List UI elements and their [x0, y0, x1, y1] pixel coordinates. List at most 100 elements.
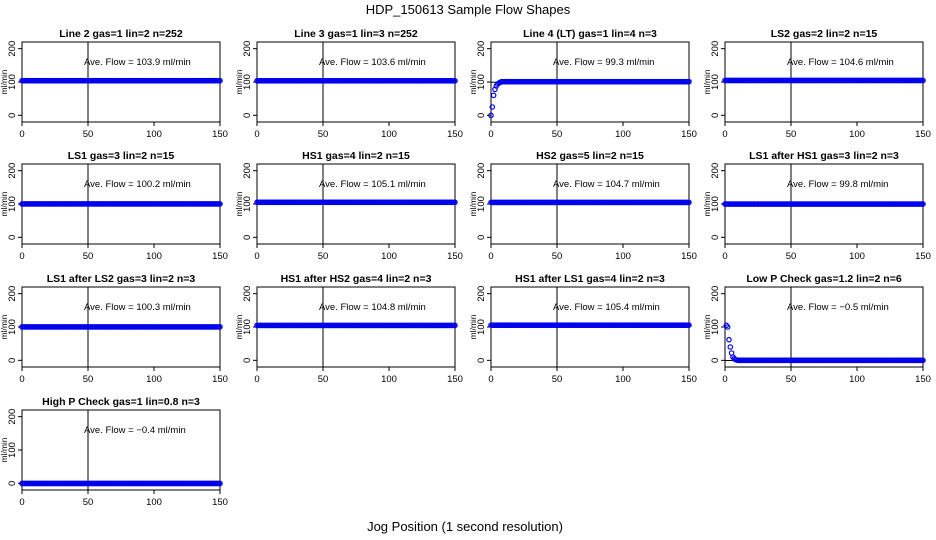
y-tick-label: 200: [7, 409, 18, 425]
average-flow-annotation: Ave. Flow = 105.4 ml/min: [553, 302, 660, 313]
y-axis-label: ml/min: [234, 69, 244, 94]
x-tick-label: 50: [83, 129, 94, 140]
y-tick-label: 100: [242, 196, 253, 212]
y-tick-label: 200: [710, 286, 721, 302]
data-point: [727, 344, 734, 350]
y-tick-label: 0: [242, 358, 253, 363]
y-axis-label: ml/min: [0, 191, 9, 216]
y-axis-label: ml/min: [468, 69, 478, 94]
data-points: [722, 77, 926, 84]
x-tick-label: 150: [681, 129, 697, 140]
average-flow-annotation: Ave. Flow = 99.8 ml/min: [787, 179, 888, 190]
x-tick-label: 100: [146, 129, 162, 140]
y-axis-label: ml/min: [702, 69, 712, 94]
x-tick-label: 50: [318, 129, 329, 140]
subplot: HS1 gas=4 lin=2 n=15 0 50 100 150 0 100 200 ml/m…: [234, 150, 463, 262]
subplot: Line 2 gas=1 lin=2 n=252 0 50 100 150 0 100 200…: [0, 28, 228, 140]
y-tick-label: 100: [7, 74, 18, 90]
x-tick-label: 100: [849, 374, 865, 385]
data-points: [19, 77, 223, 84]
data-point: [217, 324, 223, 330]
average-flow-annotation: Ave. Flow = 103.6 ml/min: [319, 57, 426, 68]
y-tick-label: 200: [710, 41, 721, 57]
y-tick-label: 0: [242, 113, 253, 118]
subplot-title: LS1 gas=3 lin=2 n=15: [68, 150, 175, 162]
subplot: LS1 gas=3 lin=2 n=15 0 50 100 150 0 100 200 ml/m…: [0, 150, 228, 262]
data-point: [686, 78, 692, 85]
y-tick-label: 100: [710, 319, 721, 335]
subplot: LS2 gas=2 lin=2 n=15 0 50 100 150 0 100 200 ml/m…: [702, 28, 931, 140]
data-points: [254, 78, 458, 84]
y-tick-label: 200: [242, 41, 253, 57]
y-tick-label: 200: [476, 163, 487, 179]
data-points: [19, 324, 223, 330]
x-tick-label: 100: [146, 251, 162, 262]
figure-xlabel: Jog Position (1 second resolution): [367, 519, 563, 534]
data-point: [489, 104, 496, 110]
y-tick-label: 0: [710, 113, 721, 118]
subplot: LS1 after HS1 gas=3 lin=2 n=3 0 50 100 150 0 1…: [702, 150, 931, 262]
average-flow-annotation: Ave. Flow = 104.6 ml/min: [787, 57, 894, 68]
x-tick-label: 150: [681, 251, 697, 262]
x-tick-label: 50: [786, 251, 797, 262]
data-points: [723, 322, 926, 364]
y-tick-label: 0: [242, 235, 253, 240]
data-points: [254, 322, 458, 329]
y-tick-label: 100: [7, 196, 18, 212]
subplot-title: Low P Check gas=1.2 lin=2 n=6: [746, 273, 901, 285]
y-tick-label: 200: [710, 163, 721, 179]
x-tick-label: 100: [615, 251, 631, 262]
average-flow-annotation: Ave. Flow = 100.2 ml/min: [84, 179, 191, 190]
x-tick-label: 100: [849, 251, 865, 262]
y-axis-label: ml/min: [468, 314, 478, 339]
panels: Line 2 gas=1 lin=2 n=252 0 50 100 150 0 100 200…: [0, 28, 931, 508]
y-axis-label: ml/min: [702, 314, 712, 339]
subplot-title: LS1 after LS2 gas=3 lin=2 n=3: [47, 273, 196, 285]
x-tick-label: 100: [381, 129, 397, 140]
y-tick-label: 100: [710, 196, 721, 212]
data-points: [254, 199, 458, 206]
average-flow-annotation: Ave. Flow = −0.4 ml/min: [84, 425, 186, 436]
y-axis-label: ml/min: [0, 314, 9, 339]
x-tick-label: 0: [19, 129, 24, 140]
y-tick-label: 0: [7, 481, 18, 486]
subplot-title: High P Check gas=1 lin=0.8 n=3: [42, 396, 200, 408]
subplot: HS1 after LS1 gas=4 lin=2 n=3 0 50 100 150 0 1…: [468, 273, 697, 385]
y-tick-label: 100: [7, 319, 18, 335]
x-tick-label: 100: [615, 129, 631, 140]
x-tick-label: 150: [447, 374, 463, 385]
x-tick-label: 150: [212, 129, 228, 140]
data-point: [217, 77, 223, 84]
subplot-title: HS2 gas=5 lin=2 n=15: [536, 150, 644, 162]
data-point: [686, 199, 692, 206]
x-tick-label: 0: [254, 129, 259, 140]
x-tick-label: 50: [83, 497, 94, 508]
data-point: [920, 201, 926, 207]
y-tick-label: 0: [476, 358, 487, 363]
subplot: Low P Check gas=1.2 lin=2 n=6 0 50 100 150 0 1…: [702, 273, 931, 385]
subplot-title: LS2 gas=2 lin=2 n=15: [771, 28, 878, 40]
y-tick-label: 100: [7, 442, 18, 458]
subplot: HS2 gas=5 lin=2 n=15 0 50 100 150 0 100 200 ml/m…: [468, 150, 697, 262]
x-tick-label: 50: [318, 374, 329, 385]
x-tick-label: 0: [488, 129, 493, 140]
x-tick-label: 150: [447, 251, 463, 262]
x-tick-label: 50: [83, 374, 94, 385]
y-axis-label: ml/min: [234, 314, 244, 339]
data-point: [920, 357, 926, 364]
x-tick-label: 150: [212, 374, 228, 385]
figure-title: HDP_150613 Sample Flow Shapes: [366, 2, 571, 17]
subplot-title: HS1 after LS1 gas=4 lin=2 n=3: [515, 273, 665, 285]
y-axis-label: ml/min: [0, 69, 9, 94]
x-tick-label: 100: [615, 374, 631, 385]
subplot: Line 3 gas=1 lin=3 n=252 0 50 100 150 0 100 200…: [234, 28, 463, 140]
y-tick-label: 200: [242, 286, 253, 302]
data-point: [490, 92, 497, 99]
y-tick-label: 100: [476, 74, 487, 90]
x-tick-label: 100: [849, 129, 865, 140]
data-point: [217, 480, 223, 487]
y-tick-label: 200: [7, 286, 18, 302]
y-tick-label: 200: [7, 163, 18, 179]
x-tick-label: 0: [722, 374, 727, 385]
